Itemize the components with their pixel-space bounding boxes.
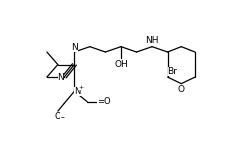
Text: N: N xyxy=(58,73,64,82)
Text: NH: NH xyxy=(145,36,159,45)
Text: =O: =O xyxy=(97,97,111,106)
Text: Br: Br xyxy=(168,67,177,76)
Text: O: O xyxy=(55,112,61,121)
Text: OH: OH xyxy=(114,60,128,69)
Text: N: N xyxy=(71,43,78,52)
Text: +: + xyxy=(78,85,84,90)
Text: N: N xyxy=(74,87,81,96)
Text: –: – xyxy=(60,113,64,122)
Text: O: O xyxy=(178,85,185,94)
